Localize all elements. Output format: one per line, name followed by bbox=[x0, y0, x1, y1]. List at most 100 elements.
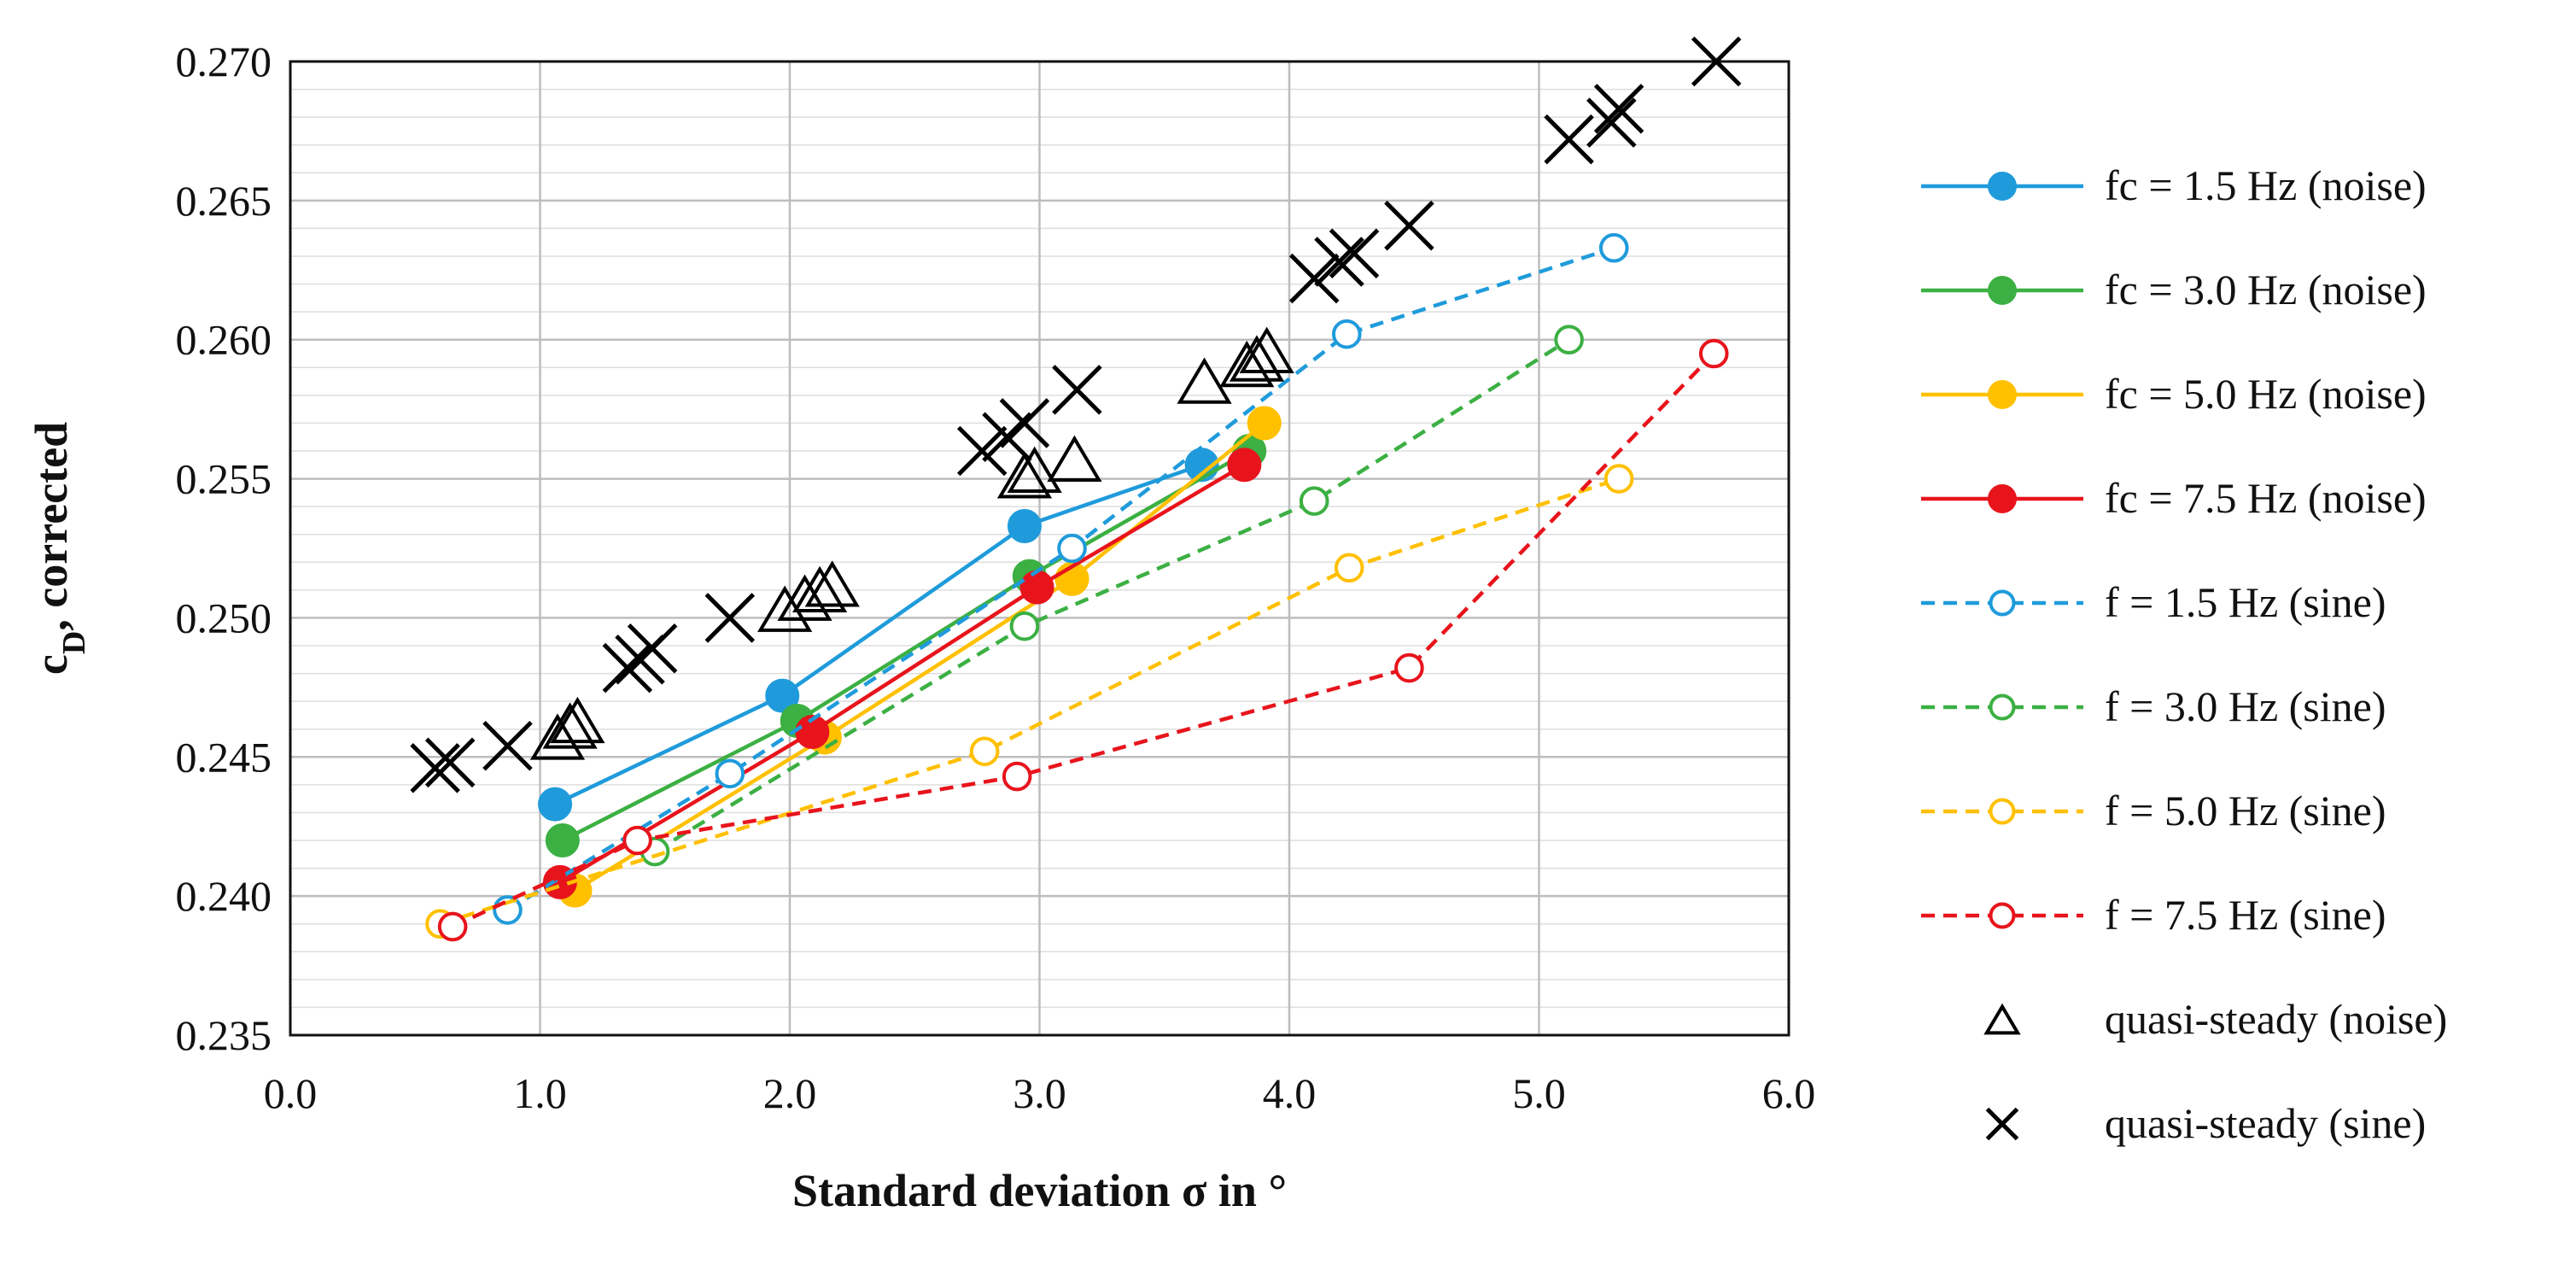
data-point-marker bbox=[1009, 611, 1040, 641]
data-point-marker bbox=[1554, 325, 1584, 355]
data-point-marker bbox=[1586, 97, 1637, 148]
y-tick-label: 0.265 bbox=[176, 177, 272, 225]
data-point-marker bbox=[1331, 319, 1362, 349]
series-0 bbox=[538, 448, 1219, 822]
legend-item: fc = 5.0 Hz (noise) bbox=[1921, 370, 2427, 418]
data-point-marker bbox=[1177, 357, 1232, 404]
plot-area-frame bbox=[289, 60, 1790, 1037]
y-tick-label: 0.250 bbox=[176, 594, 272, 641]
legend: fc = 1.5 Hz (noise) fc = 3.0 Hz (noise) fc… bbox=[1921, 161, 2447, 1147]
legend-label: quasi-steady (noise) bbox=[2105, 995, 2447, 1043]
x-tick-label: 5.0 bbox=[1512, 1069, 1566, 1117]
data-point-marker bbox=[410, 743, 460, 793]
legend-item: fc = 3.0 Hz (noise) bbox=[1921, 266, 2427, 313]
data-point-marker bbox=[1007, 508, 1042, 543]
y-axis-title-subscript: D bbox=[56, 631, 92, 654]
legend-label: fc = 3.0 Hz (noise) bbox=[2105, 266, 2427, 313]
y-tick-label: 0.270 bbox=[176, 38, 272, 85]
data-series bbox=[410, 36, 1742, 942]
data-point-marker bbox=[1019, 570, 1054, 605]
series-7 bbox=[437, 338, 1729, 942]
data-point-marker bbox=[1989, 798, 2016, 825]
series-5 bbox=[640, 325, 1584, 867]
data-point-marker bbox=[1988, 380, 2017, 409]
legend-label: f = 5.0 Hz (sine) bbox=[2105, 787, 2386, 834]
data-point-marker bbox=[1288, 253, 1340, 304]
data-point-marker bbox=[424, 737, 476, 788]
data-point-marker bbox=[1598, 232, 1629, 263]
series-line bbox=[558, 463, 1246, 884]
data-point-marker bbox=[1989, 589, 2016, 617]
data-point-marker bbox=[622, 825, 652, 856]
data-point-marker bbox=[804, 560, 860, 607]
grid-lines bbox=[290, 60, 1789, 1037]
y-tick-label: 0.255 bbox=[176, 455, 272, 503]
data-point-marker bbox=[1239, 326, 1294, 373]
data-point-marker bbox=[765, 678, 800, 713]
y-axis-title-main: c bbox=[26, 654, 77, 675]
data-point-marker bbox=[1691, 36, 1742, 87]
data-point-marker bbox=[1983, 1003, 2021, 1035]
legend-item: f = 7.5 Hz (sine) bbox=[1921, 891, 2386, 939]
x-tick-label: 0.0 bbox=[264, 1069, 318, 1117]
y-axis-title-rest: , corrected bbox=[26, 422, 77, 631]
series-line bbox=[574, 421, 1266, 893]
legend-label: f = 7.5 Hz (sine) bbox=[2105, 891, 2386, 939]
series-line bbox=[561, 449, 1251, 843]
y-tick-label: 0.240 bbox=[176, 872, 272, 920]
data-point-marker bbox=[1989, 694, 2016, 721]
data-point-marker bbox=[1989, 902, 2016, 929]
data-point-marker bbox=[529, 713, 586, 760]
data-point-marker bbox=[969, 736, 1000, 767]
data-point-marker bbox=[1299, 486, 1329, 516]
data-point-marker bbox=[1988, 484, 2017, 513]
data-point-marker bbox=[791, 565, 848, 613]
legend-label: f = 1.5 Hz (sine) bbox=[2105, 578, 2386, 626]
legend-label: f = 3.0 Hz (sine) bbox=[2105, 682, 2386, 730]
data-point-marker bbox=[1593, 84, 1644, 134]
legend-label: quasi-steady (sine) bbox=[2105, 1099, 2426, 1147]
series-line bbox=[439, 477, 1620, 926]
legend-label: fc = 7.5 Hz (noise) bbox=[2105, 474, 2427, 522]
data-point-marker bbox=[1698, 338, 1729, 369]
x-tick-label: 4.0 bbox=[1263, 1069, 1317, 1117]
data-point-marker bbox=[1314, 237, 1364, 287]
data-point-marker bbox=[602, 642, 653, 694]
data-point-marker bbox=[1227, 448, 1262, 483]
data-point-marker bbox=[550, 696, 605, 744]
data-point-marker bbox=[1057, 533, 1087, 564]
x-tick-label: 1.0 bbox=[513, 1069, 567, 1117]
legend-item: fc = 7.5 Hz (noise) bbox=[1921, 474, 2427, 522]
data-point-marker bbox=[437, 911, 468, 942]
legend-item: f = 3.0 Hz (sine) bbox=[1921, 682, 2386, 730]
data-point-marker bbox=[1047, 435, 1102, 482]
data-point-marker bbox=[1219, 340, 1275, 388]
data-point-marker bbox=[1052, 365, 1102, 415]
data-point-marker bbox=[627, 623, 678, 674]
legend-label: fc = 5.0 Hz (noise) bbox=[2105, 370, 2427, 418]
y-tick-label: 0.245 bbox=[176, 733, 272, 781]
data-point-marker bbox=[482, 720, 533, 771]
data-point-marker bbox=[1988, 276, 2017, 305]
data-point-marker bbox=[1394, 653, 1424, 683]
data-point-marker bbox=[777, 574, 832, 621]
data-point-marker bbox=[1544, 114, 1594, 165]
series-8 bbox=[529, 326, 1294, 760]
y-tick-label: 0.235 bbox=[176, 1011, 272, 1059]
legend-item: f = 5.0 Hz (sine) bbox=[1921, 787, 2386, 834]
y-axis-title: cD, corrected bbox=[26, 422, 92, 675]
x-tick-label: 6.0 bbox=[1762, 1069, 1816, 1117]
data-point-marker bbox=[542, 702, 598, 749]
legend-item: quasi-steady (noise) bbox=[1983, 995, 2447, 1043]
legend-label: fc = 1.5 Hz (noise) bbox=[2105, 161, 2427, 209]
data-point-marker bbox=[1988, 172, 2017, 201]
x-tick-label: 2.0 bbox=[763, 1069, 817, 1117]
x-axis-title: Standard deviation σ in ° bbox=[792, 1165, 1287, 1216]
data-point-marker bbox=[545, 823, 580, 857]
legend-item: f = 1.5 Hz (sine) bbox=[1921, 578, 2386, 626]
y-tick-label: 0.260 bbox=[176, 316, 272, 364]
data-point-marker bbox=[1384, 200, 1434, 251]
data-point-marker bbox=[715, 758, 745, 789]
legend-item: quasi-steady (sine) bbox=[1985, 1099, 2426, 1147]
